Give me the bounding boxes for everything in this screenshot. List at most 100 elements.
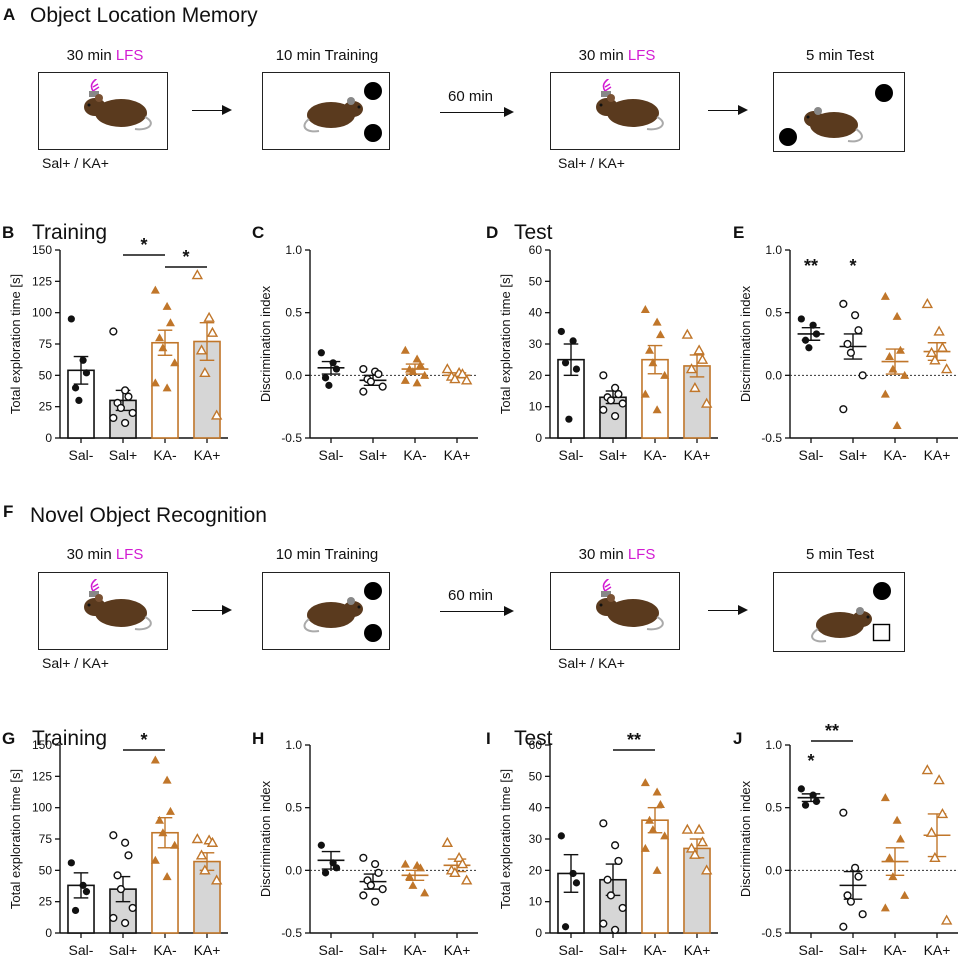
x-tick-label-salplus: Sal+ xyxy=(599,447,627,463)
data-point xyxy=(846,897,856,906)
data-point xyxy=(645,345,655,354)
x-tick-label-kaplus: KA+ xyxy=(924,942,951,958)
mouse-icon xyxy=(811,607,872,643)
data-point xyxy=(689,848,701,859)
data-point xyxy=(925,826,938,837)
y-tick-label: -0.5 xyxy=(281,926,302,940)
data-point xyxy=(456,858,469,869)
data-point xyxy=(412,354,422,363)
data-point xyxy=(805,344,813,352)
x-tick-label-salplus: Sal+ xyxy=(359,942,387,958)
data-point xyxy=(124,392,133,401)
panel-label-a: A xyxy=(3,5,16,24)
data-point xyxy=(359,891,368,900)
data-point xyxy=(892,311,902,320)
data-point xyxy=(940,363,953,374)
data-point xyxy=(82,369,91,377)
data-point xyxy=(797,315,805,323)
panel-c xyxy=(305,249,478,443)
data-point xyxy=(648,358,658,367)
data-point xyxy=(120,386,130,395)
bar-ka- xyxy=(151,831,179,934)
y-tick-label: 30 xyxy=(529,832,543,846)
y-tick-label: 10 xyxy=(529,895,543,909)
arrow-5 xyxy=(440,606,514,616)
y-tick-label: 0 xyxy=(45,431,52,445)
sig-stars-group: * xyxy=(849,256,856,276)
filled-circle-icon xyxy=(873,582,891,600)
condition-label-2: Sal+ / KA+ xyxy=(558,155,625,171)
data-point xyxy=(210,409,223,420)
arrow-4 xyxy=(192,605,232,615)
data-point xyxy=(79,356,87,364)
y-tick-label: 0.0 xyxy=(285,368,302,382)
y-tick-label: 20 xyxy=(529,368,543,382)
panel-label-f: F xyxy=(3,502,14,521)
data-point xyxy=(150,378,160,387)
data-point xyxy=(610,841,620,850)
data-point xyxy=(325,381,333,389)
data-point xyxy=(378,382,387,391)
data-point xyxy=(557,832,565,840)
data-point xyxy=(374,868,383,877)
data-point xyxy=(618,399,627,408)
data-point xyxy=(162,872,172,881)
data-point xyxy=(453,851,465,862)
panel-title-g: Training xyxy=(32,727,107,750)
data-point xyxy=(921,297,934,309)
data-point xyxy=(441,836,454,847)
data-point xyxy=(801,801,810,809)
data-point xyxy=(599,405,608,414)
data-point xyxy=(378,885,387,894)
filled-circle-icon xyxy=(364,124,382,142)
data-point xyxy=(113,871,122,880)
data-point xyxy=(696,836,709,847)
data-point xyxy=(610,925,620,934)
bar-ka+ xyxy=(683,847,711,934)
data-point xyxy=(572,879,581,887)
data-point xyxy=(572,365,581,373)
mouse-icon xyxy=(84,579,152,631)
x-tick-label-salplus: Sal+ xyxy=(109,447,137,463)
y-tick-label: 20 xyxy=(529,863,543,877)
data-point xyxy=(67,859,75,867)
panel-label-b: B xyxy=(2,223,14,242)
arena-box-test xyxy=(773,72,905,152)
data-point xyxy=(850,863,860,872)
data-point xyxy=(892,815,902,824)
data-point xyxy=(640,778,650,787)
panel-i xyxy=(545,744,718,938)
data-point xyxy=(82,888,91,896)
data-point xyxy=(199,366,211,378)
y-tick-label: 0.5 xyxy=(765,801,782,815)
y-axis-label: Discrimination index xyxy=(258,285,273,402)
step-caption-lfs-2: 30 min LFS xyxy=(578,47,656,64)
step-caption-lfs-4: 30 min LFS xyxy=(578,546,656,563)
data-point xyxy=(895,834,905,843)
y-tick-label: 50 xyxy=(529,274,543,288)
data-point xyxy=(936,341,949,352)
panel-h xyxy=(305,744,478,938)
y-tick-label: 0.5 xyxy=(285,306,302,320)
panel-title-i: Test xyxy=(514,727,553,750)
data-point xyxy=(400,859,410,868)
y-tick-label: 25 xyxy=(39,400,53,414)
data-point xyxy=(648,825,658,834)
panel-label-h: H xyxy=(252,729,264,748)
data-point xyxy=(203,311,215,322)
data-point xyxy=(329,359,337,367)
x-tick-label-kaplus: KA+ xyxy=(444,447,471,463)
sig-stars: * xyxy=(140,730,147,750)
data-point xyxy=(67,315,75,323)
data-point xyxy=(693,344,705,355)
data-point xyxy=(124,851,133,860)
data-point xyxy=(441,363,454,374)
y-tick-label: 0.5 xyxy=(765,306,782,320)
data-point xyxy=(640,843,650,852)
data-point xyxy=(880,291,890,300)
x-tick-label-kaminus: KA- xyxy=(403,447,427,463)
data-point xyxy=(839,299,848,308)
data-point xyxy=(412,378,422,387)
y-tick-label: 50 xyxy=(39,863,53,877)
